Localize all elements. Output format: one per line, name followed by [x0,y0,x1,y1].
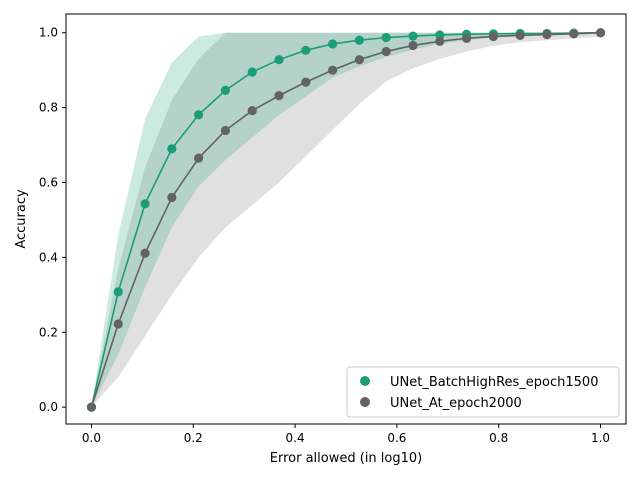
x-tick-label: 0.8 [489,431,508,445]
x-tick-label: 0.0 [82,431,101,445]
data-point-unet-batchhighres [381,32,391,43]
legend-label-unet-batchhighres: UNet_BatchHighRes_epoch1500 [390,375,598,390]
data-point-unet-batchhighres [301,45,311,55]
y-tick-label: 0.8 [39,101,58,115]
data-point-unet-batchhighres [435,30,445,40]
data-point-unet-at [542,29,552,40]
data-point-unet-at [140,248,150,258]
legend-marker-unet-batchhighres [360,376,370,386]
data-point-unet-at [408,40,418,51]
x-tick-label: 0.2 [184,431,203,445]
data-point-unet-at [569,29,579,39]
data-point-unet-at [167,192,177,203]
data-point-unet-batchhighres [194,110,204,120]
y-tick-label: 1.0 [39,26,58,40]
data-point-unet-batchhighres [220,85,231,95]
y-tick-label: 0.0 [39,400,58,414]
y-tick-label: 0.4 [39,250,58,264]
data-point-unet-at [595,28,606,38]
y-tick-label: 0.6 [39,175,58,189]
legend-label-unet-at: UNet_At_epoch2000 [390,396,522,411]
x-tick-label: 0.4 [286,431,305,445]
data-point-unet-batchhighres [408,31,418,41]
y-axis-label: Accuracy [14,189,29,249]
data-point-unet-batchhighres [354,35,364,45]
x-tick-label: 0.6 [387,431,406,445]
legend-marker-unet-at [360,397,370,407]
data-point-unet-batchhighres [274,55,284,65]
data-point-unet-at [113,319,123,329]
data-point-unet-batchhighres [140,199,150,209]
legend-box [346,366,620,418]
x-axis-ticks: 0.0 0.2 0.4 0.6 0.8 1.0 [82,424,610,445]
y-tick-label: 0.2 [39,325,58,339]
data-point-unet-batchhighres [328,39,338,49]
legend: UNet_BatchHighRes_epoch1500 UNet_At_epoc… [346,366,620,418]
data-point-unet-at [194,153,204,163]
data-point-unet-at [220,125,231,136]
data-point-unet-at [247,106,257,116]
series-points [86,28,606,412]
confidence-band-unet-at [91,32,601,408]
x-axis-label: Error allowed (in log10) [270,451,422,466]
confidence-band-unet-batchhighres [91,32,601,408]
data-point-unet-at [354,55,364,65]
data-point-unet-at [435,36,445,46]
data-point-unet-at [301,77,311,87]
y-axis-ticks: 0.0 0.2 0.4 0.6 0.8 1.0 [39,26,66,414]
data-point-unet-at [86,402,97,412]
data-point-unet-batchhighres [247,67,257,77]
data-point-unet-at [461,33,472,43]
data-point-unet-at [488,31,498,42]
data-point-unet-batchhighres [113,287,123,297]
data-point-unet-at [328,65,338,75]
data-point-unet-at [274,91,284,101]
data-point-unet-at [515,30,525,40]
x-tick-label: 1.0 [591,431,610,445]
data-point-unet-batchhighres [167,144,177,154]
data-point-unet-at [381,46,391,57]
plot-area-frame [65,13,627,425]
confidence-bands [91,32,601,408]
